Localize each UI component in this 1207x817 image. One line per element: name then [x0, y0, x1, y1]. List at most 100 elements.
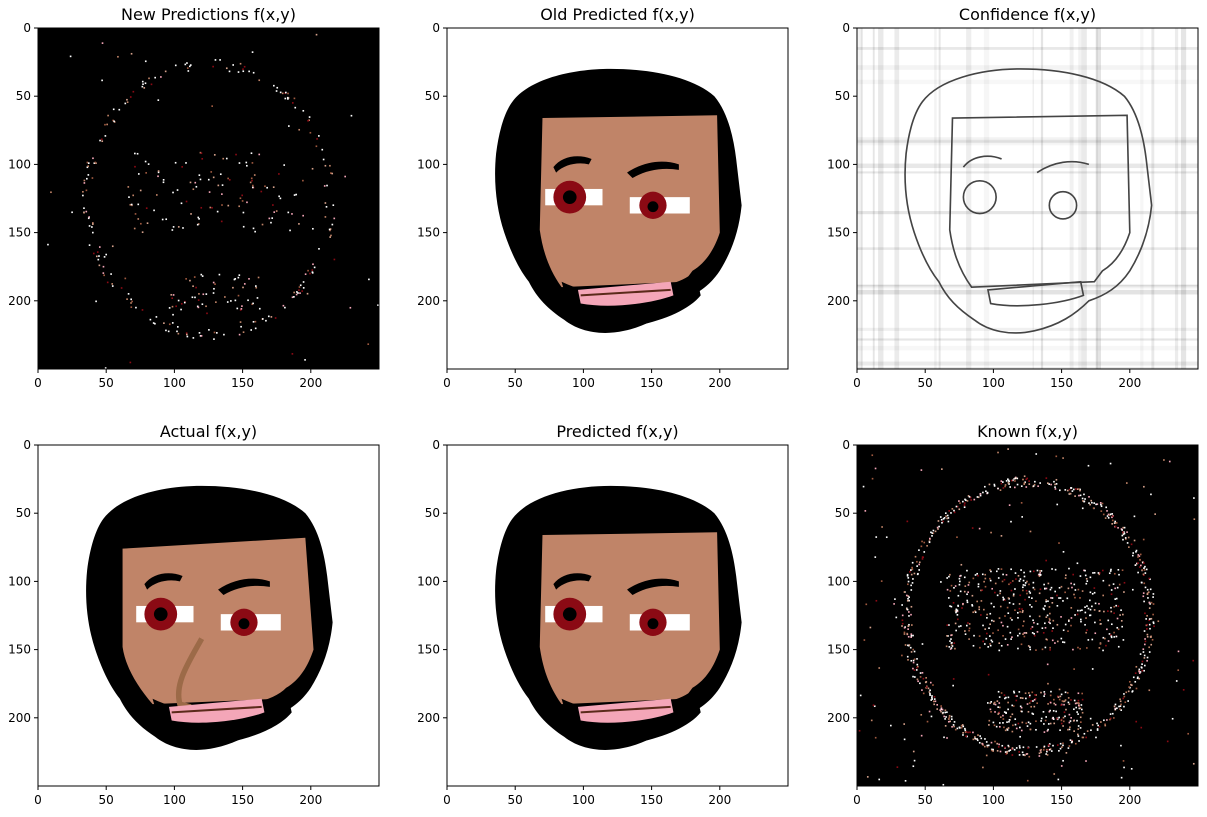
- sample-pixel: [1146, 628, 1148, 630]
- sample-pixel: [910, 605, 913, 608]
- sample-pixel: [1116, 626, 1119, 629]
- sample-pixel: [1092, 507, 1095, 509]
- sample-pixel: [1073, 699, 1076, 702]
- sample-pixel: [197, 216, 200, 219]
- sample-pixel: [1029, 728, 1032, 731]
- sample-pixel: [880, 580, 883, 582]
- sample-pixel: [917, 680, 919, 683]
- y-tick-label: 50: [16, 506, 31, 520]
- sample-pixel: [922, 677, 925, 680]
- sample-pixel: [205, 293, 208, 295]
- sample-pixel: [177, 226, 180, 228]
- sample-pixel: [1029, 604, 1031, 606]
- sample-pixel: [1146, 623, 1148, 626]
- face-outline: [948, 114, 1131, 288]
- sample-pixel: [1103, 610, 1105, 613]
- y-tick-label: 150: [417, 226, 440, 240]
- sample-pixel: [916, 560, 918, 563]
- sample-pixel: [999, 592, 1001, 595]
- sample-pixel: [1049, 612, 1051, 615]
- sample-pixel: [1106, 628, 1108, 631]
- confidence-streak: [1151, 28, 1155, 369]
- sample-pixel: [1192, 762, 1195, 765]
- sample-pixel: [989, 644, 992, 647]
- sample-pixel: [944, 512, 947, 515]
- sample-pixel: [1015, 578, 1017, 580]
- sample-pixel: [298, 289, 300, 291]
- y-tick-label: 200: [417, 294, 440, 308]
- sample-pixel: [931, 698, 933, 700]
- sample-pixel: [237, 294, 240, 297]
- sample-pixel: [196, 305, 199, 308]
- sample-pixel: [1004, 484, 1007, 486]
- sample-pixel: [1021, 721, 1024, 724]
- sample-pixel: [120, 287, 123, 289]
- sample-pixel: [1002, 714, 1004, 717]
- sample-pixel: [1062, 744, 1064, 747]
- sample-pixel: [1004, 599, 1006, 601]
- sample-pixel: [132, 90, 135, 93]
- sample-pixel: [932, 532, 935, 535]
- sample-pixel: [977, 583, 980, 585]
- sample-pixel: [139, 189, 142, 192]
- sample-pixel: [1064, 715, 1066, 718]
- sample-pixel: [938, 525, 940, 528]
- sample-pixel: [201, 275, 204, 277]
- sample-pixel: [1069, 492, 1072, 495]
- sample-pixel: [127, 293, 130, 295]
- sample-pixel: [964, 729, 967, 732]
- sample-pixel: [1033, 698, 1036, 701]
- sample-pixel: [324, 164, 327, 167]
- sample-pixel: [947, 517, 950, 519]
- sample-pixel: [953, 725, 955, 728]
- sample-pixel: [1014, 477, 1017, 480]
- sample-pixel: [304, 273, 307, 276]
- sample-pixel: [1013, 748, 1016, 751]
- sample-pixel: [248, 278, 250, 280]
- sample-pixel: [956, 610, 959, 613]
- sample-pixel: [968, 638, 970, 640]
- sample-pixel: [954, 728, 957, 731]
- sample-pixel: [905, 607, 908, 610]
- sample-pixel: [1028, 590, 1031, 593]
- sample-pixel: [1020, 569, 1022, 571]
- sample-pixel: [1109, 570, 1112, 572]
- sample-pixel: [1175, 680, 1178, 682]
- sample-pixel: [180, 202, 183, 205]
- sample-pixel: [1060, 719, 1063, 722]
- sample-pixel: [1109, 462, 1112, 465]
- y-tick-label: 150: [8, 226, 31, 240]
- sample-pixel: [1050, 750, 1053, 752]
- sample-pixel: [1050, 690, 1052, 693]
- sample-pixel: [252, 71, 255, 74]
- sample-pixel: [1012, 705, 1015, 707]
- sample-pixel: [162, 178, 165, 181]
- sample-pixel: [929, 694, 931, 696]
- sample-pixel: [1084, 606, 1086, 608]
- sample-pixel: [1077, 733, 1079, 736]
- sample-pixel: [1036, 569, 1039, 572]
- sample-pixel: [985, 754, 988, 757]
- sample-pixel: [197, 299, 200, 301]
- sample-pixel: [171, 297, 174, 300]
- sample-pixel: [1116, 707, 1118, 710]
- sample-pixel: [910, 584, 912, 587]
- sample-pixel: [906, 632, 909, 635]
- sample-pixel: [986, 744, 989, 747]
- sample-pixel: [1085, 582, 1088, 585]
- sample-pixel: [1091, 501, 1093, 504]
- sample-pixel: [949, 720, 951, 723]
- sample-pixel: [1024, 582, 1027, 584]
- sample-pixel: [1122, 538, 1124, 541]
- sample-pixel: [1068, 728, 1071, 731]
- pupil-right: [647, 201, 659, 213]
- sample-pixel: [1032, 586, 1035, 589]
- sample-pixel: [1081, 507, 1084, 510]
- sample-pixel: [216, 332, 218, 334]
- sample-pixel: [1058, 597, 1060, 599]
- sample-pixel: [1110, 606, 1112, 609]
- sample-pixel: [1032, 700, 1034, 702]
- sample-pixel: [176, 330, 178, 333]
- sample-pixel: [127, 186, 130, 188]
- sample-pixel: [971, 527, 974, 529]
